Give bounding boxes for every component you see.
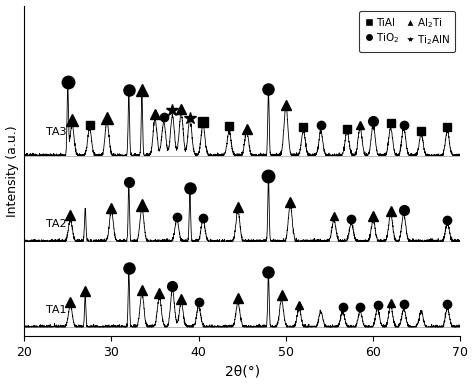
- Legend: TiAl, TiO$_2$, Al$_2$Ti, Ti$_2$AlN: TiAl, TiO$_2$, Al$_2$Ti, Ti$_2$AlN: [359, 11, 455, 52]
- Text: TA2: TA2: [46, 219, 66, 229]
- Text: TA1: TA1: [46, 305, 66, 315]
- Text: TA3: TA3: [46, 127, 66, 137]
- Y-axis label: Intensity (a.u.): Intensity (a.u.): [6, 125, 18, 217]
- X-axis label: 2θ(°): 2θ(°): [225, 364, 260, 379]
